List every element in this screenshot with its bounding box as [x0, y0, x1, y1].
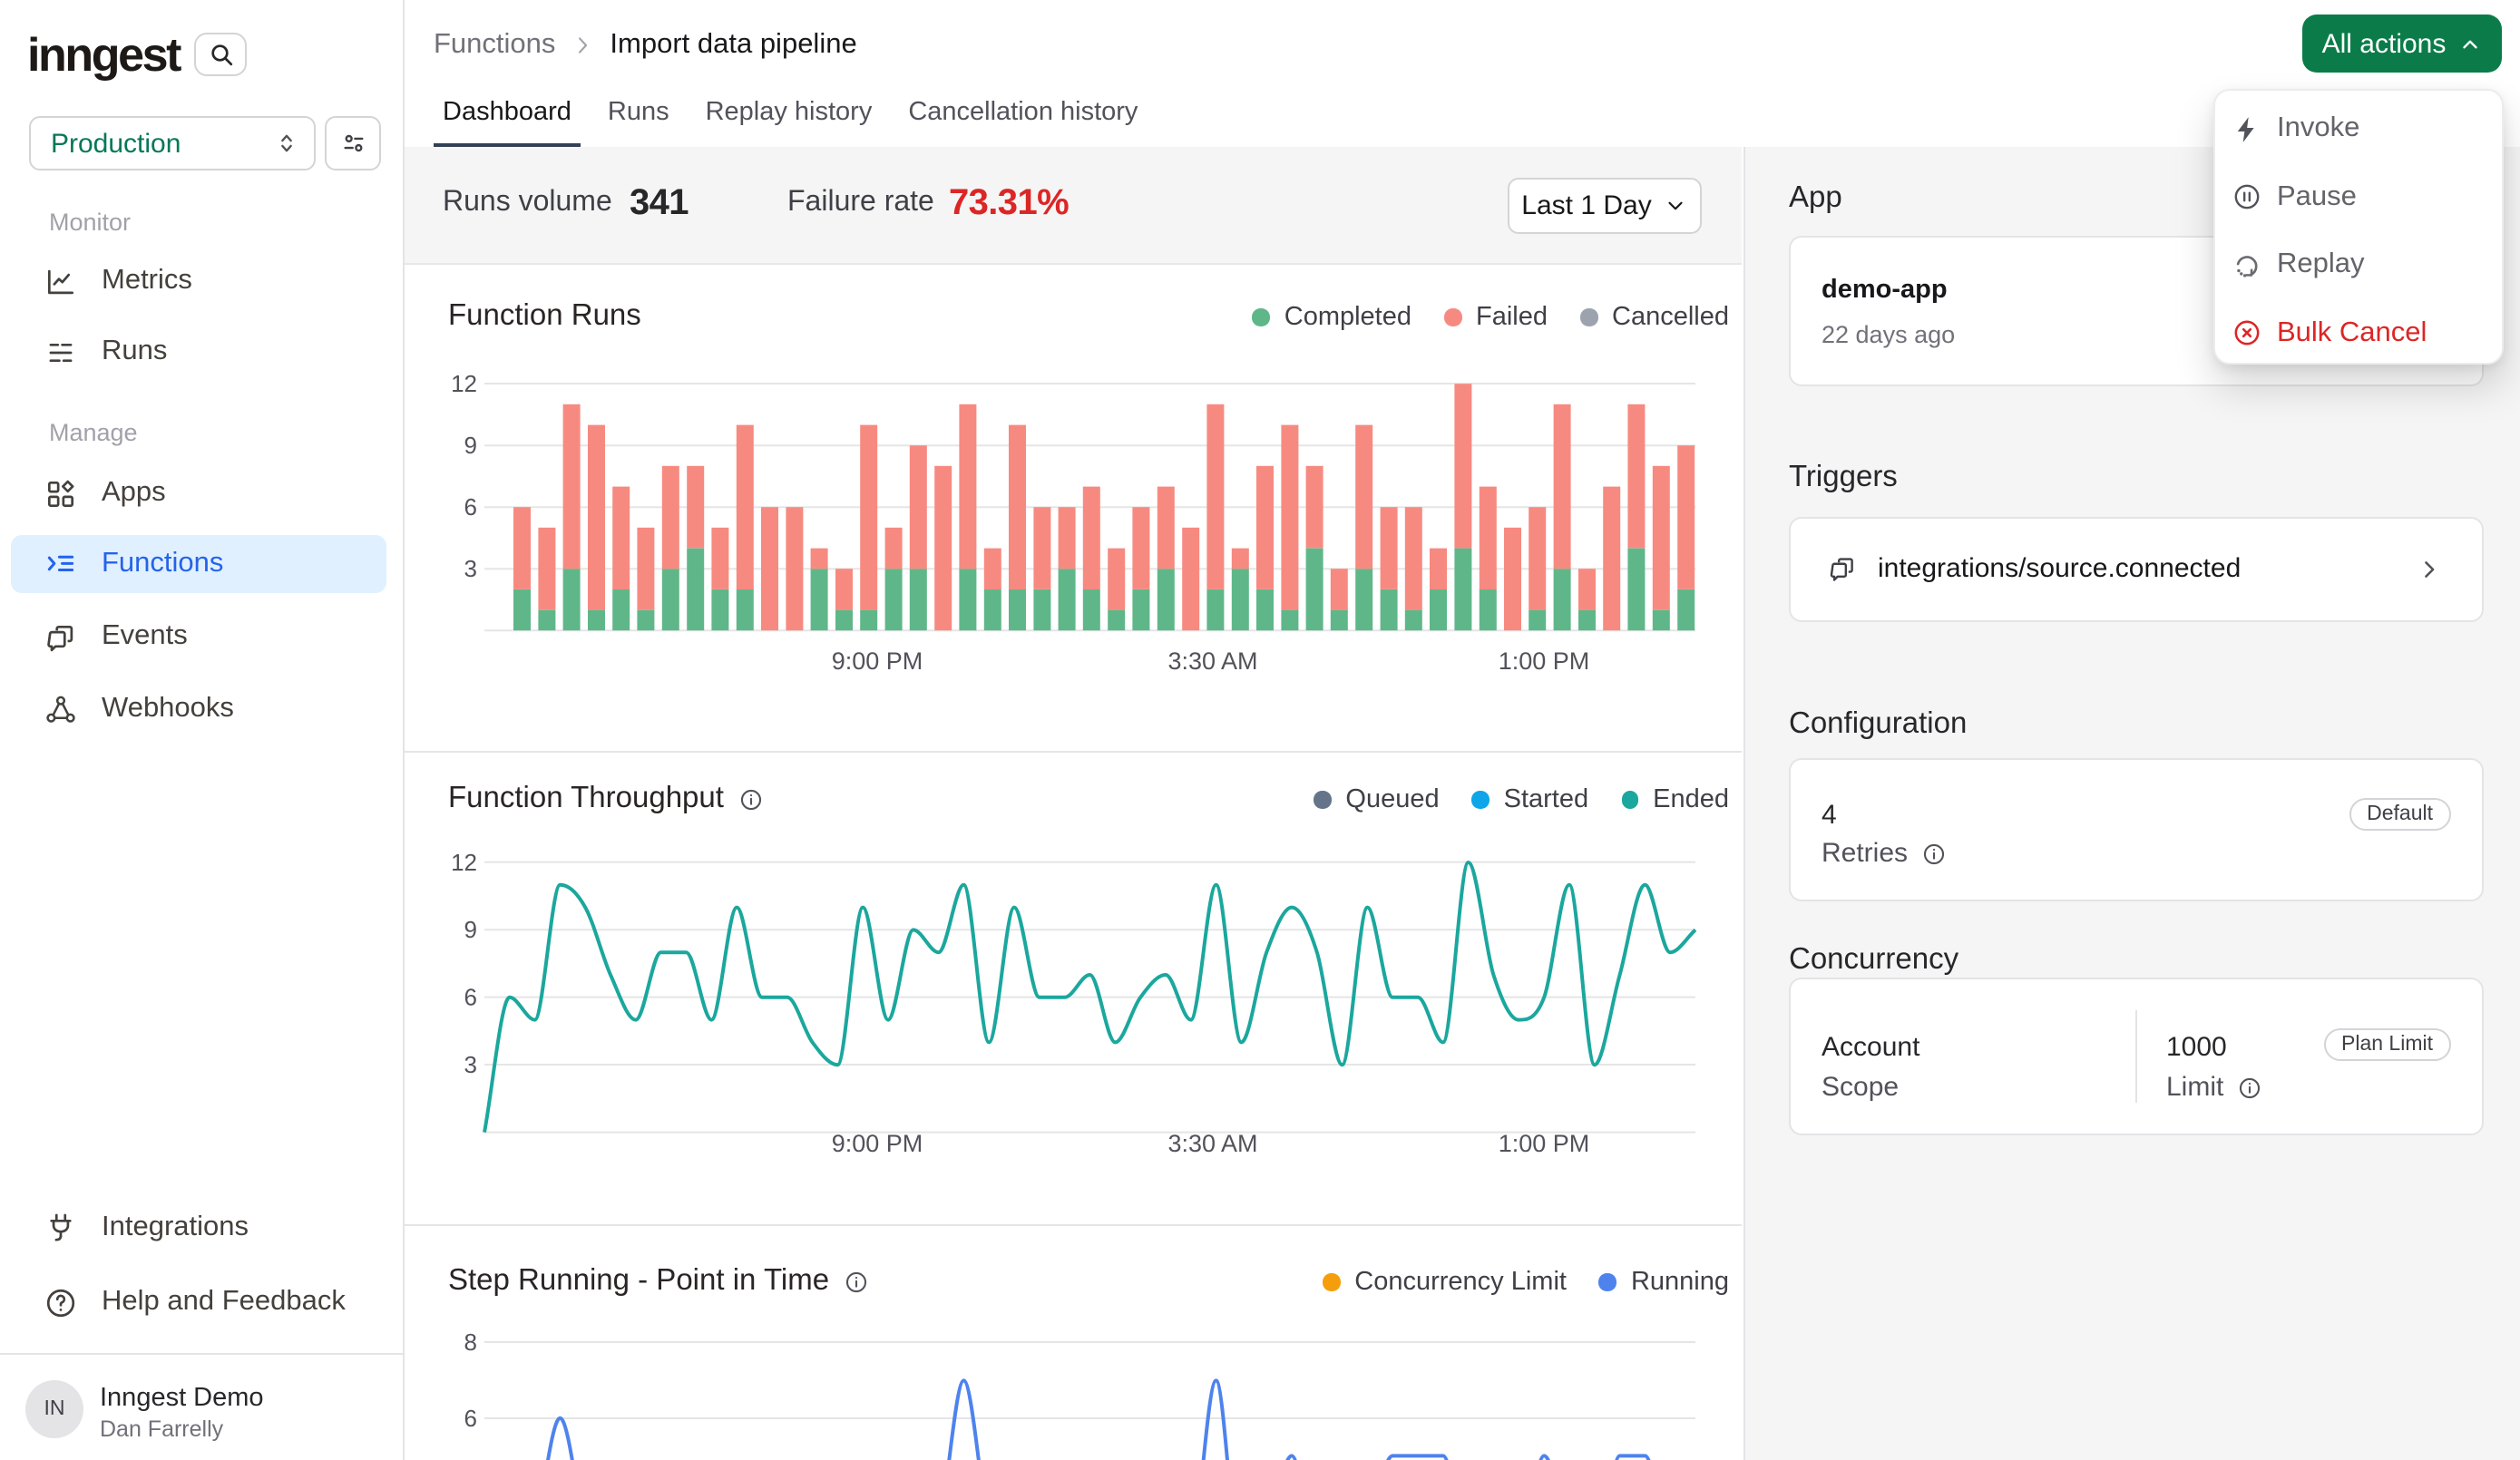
svg-text:6: 6 [464, 984, 477, 1011]
svg-text:1:00 PM: 1:00 PM [1499, 647, 1590, 675]
svg-text:9: 9 [464, 432, 477, 459]
svg-text:3:30 AM: 3:30 AM [1167, 1130, 1257, 1157]
svg-text:3: 3 [464, 1051, 477, 1078]
svg-text:12: 12 [451, 370, 477, 397]
svg-text:1:00 PM: 1:00 PM [1499, 1130, 1590, 1157]
svg-text:9:00 PM: 9:00 PM [832, 647, 923, 675]
svg-text:6: 6 [464, 1405, 477, 1432]
svg-text:12: 12 [451, 849, 477, 876]
svg-text:3:30 AM: 3:30 AM [1167, 647, 1257, 675]
svg-text:9: 9 [464, 916, 477, 943]
svg-text:9:00 PM: 9:00 PM [832, 1130, 923, 1157]
svg-text:6: 6 [464, 493, 477, 521]
svg-text:3: 3 [464, 555, 477, 582]
svg-text:8: 8 [464, 1329, 477, 1356]
